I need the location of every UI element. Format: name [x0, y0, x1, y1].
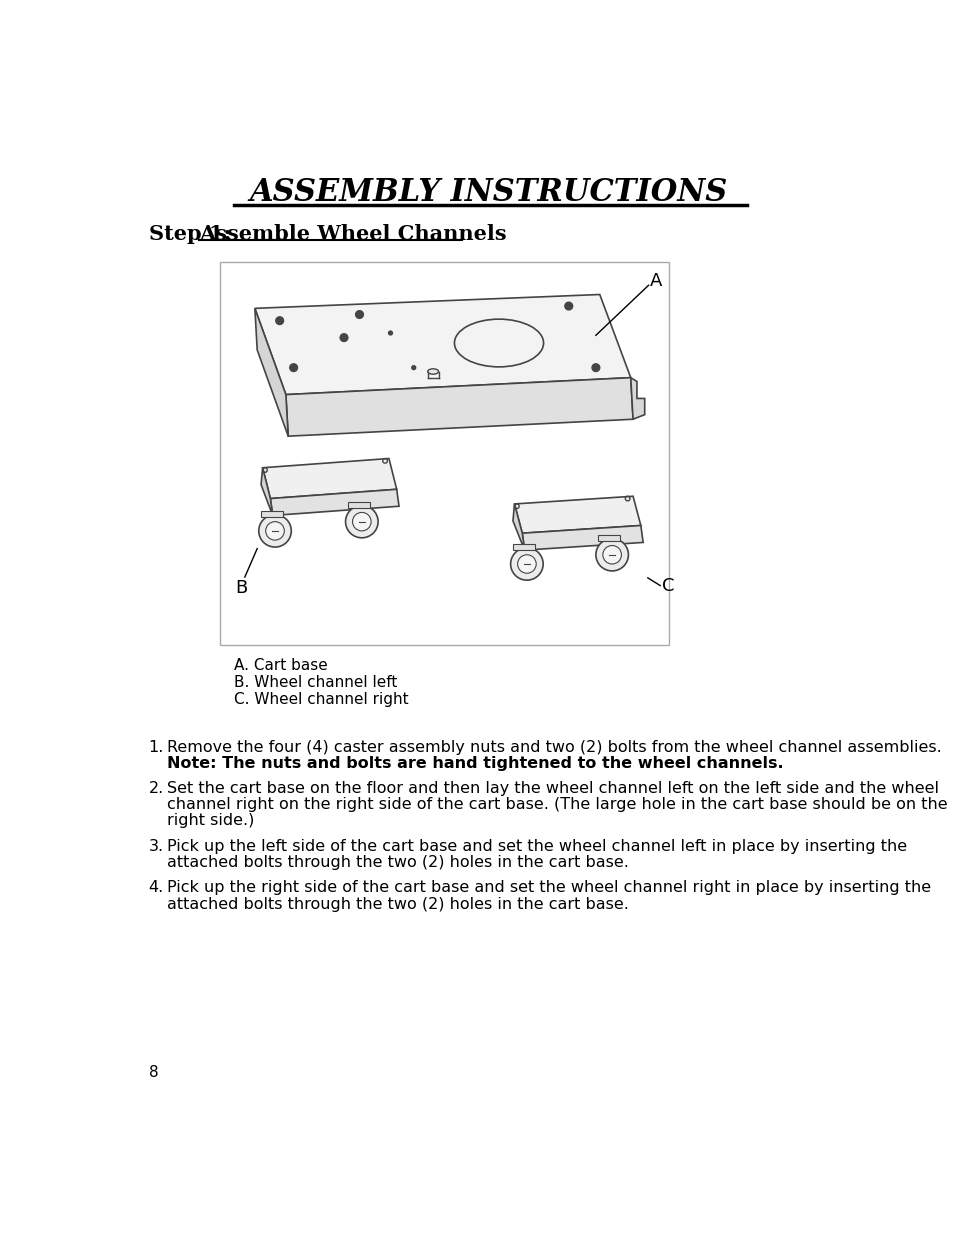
- Text: Assemble Wheel Channels: Assemble Wheel Channels: [199, 224, 506, 243]
- Text: Pick up the left side of the cart base and set the wheel channel left in place b: Pick up the left side of the cart base a…: [167, 839, 906, 853]
- Polygon shape: [262, 458, 396, 499]
- Text: Remove the four (4) caster assembly nuts and two (2) bolts from the wheel channe: Remove the four (4) caster assembly nuts…: [167, 740, 941, 755]
- Circle shape: [275, 317, 283, 325]
- Text: ASSEMBLY INSTRUCTIONS: ASSEMBLY INSTRUCTIONS: [250, 178, 727, 209]
- Text: Set the cart base on the floor and then lay the wheel channel left on the left s: Set the cart base on the floor and then …: [167, 782, 939, 797]
- Polygon shape: [270, 489, 398, 515]
- Text: A. Cart base: A. Cart base: [233, 658, 328, 673]
- Circle shape: [290, 364, 297, 372]
- Polygon shape: [630, 378, 644, 419]
- Ellipse shape: [258, 515, 291, 547]
- FancyBboxPatch shape: [513, 543, 534, 550]
- Polygon shape: [254, 309, 288, 436]
- Text: C: C: [661, 577, 674, 594]
- Circle shape: [564, 303, 572, 310]
- Text: 2.: 2.: [149, 782, 164, 797]
- Circle shape: [355, 311, 363, 319]
- Polygon shape: [286, 378, 633, 436]
- FancyBboxPatch shape: [598, 535, 619, 541]
- Text: Step 1:: Step 1:: [149, 224, 238, 243]
- Text: 8: 8: [149, 1065, 158, 1079]
- Text: C. Wheel channel right: C. Wheel channel right: [233, 692, 408, 706]
- Text: B. Wheel channel left: B. Wheel channel left: [233, 674, 396, 690]
- Polygon shape: [514, 496, 640, 534]
- Text: 3.: 3.: [149, 839, 164, 853]
- Polygon shape: [521, 526, 642, 550]
- Circle shape: [340, 333, 348, 341]
- Ellipse shape: [596, 538, 628, 571]
- Ellipse shape: [353, 513, 371, 531]
- Polygon shape: [513, 504, 524, 550]
- FancyBboxPatch shape: [348, 501, 369, 508]
- Ellipse shape: [454, 319, 543, 367]
- Circle shape: [388, 331, 392, 335]
- Ellipse shape: [510, 548, 542, 580]
- FancyBboxPatch shape: [261, 511, 282, 517]
- Text: attached bolts through the two (2) holes in the cart base.: attached bolts through the two (2) holes…: [167, 897, 629, 911]
- Ellipse shape: [345, 505, 377, 537]
- Text: channel right on the right side of the cart base. (The large hole in the cart ba: channel right on the right side of the c…: [167, 798, 947, 813]
- Text: A: A: [649, 272, 661, 290]
- Circle shape: [412, 366, 416, 369]
- Circle shape: [592, 364, 599, 372]
- FancyBboxPatch shape: [220, 262, 669, 645]
- Ellipse shape: [266, 521, 284, 540]
- Text: B: B: [235, 579, 248, 598]
- Text: attached bolts through the two (2) holes in the cart base.: attached bolts through the two (2) holes…: [167, 855, 629, 871]
- Text: Note: The nuts and bolts are hand tightened to the wheel channels.: Note: The nuts and bolts are hand tighte…: [167, 756, 783, 771]
- Ellipse shape: [517, 555, 536, 573]
- Text: 4.: 4.: [149, 881, 164, 895]
- Text: right side.): right side.): [167, 814, 254, 829]
- Ellipse shape: [427, 369, 438, 374]
- Text: Pick up the right side of the cart base and set the wheel channel right in place: Pick up the right side of the cart base …: [167, 881, 930, 895]
- Ellipse shape: [602, 546, 620, 564]
- Text: 1.: 1.: [149, 740, 164, 755]
- Polygon shape: [261, 468, 273, 515]
- Polygon shape: [254, 294, 630, 395]
